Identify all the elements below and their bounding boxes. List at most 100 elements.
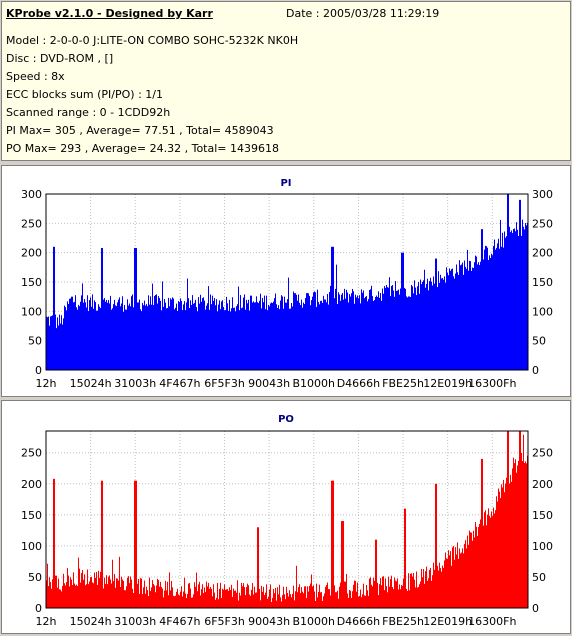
po-bar bbox=[495, 510, 496, 608]
po-bar bbox=[167, 581, 168, 608]
pi-bar bbox=[479, 265, 480, 370]
pi-bar bbox=[295, 293, 296, 370]
po-bar bbox=[245, 595, 246, 608]
pi-bar bbox=[401, 252, 402, 370]
pi-bar bbox=[286, 302, 287, 370]
pi-bar bbox=[421, 284, 422, 370]
po-bar bbox=[341, 521, 342, 608]
pi-bar bbox=[245, 309, 246, 370]
pi-bar bbox=[520, 199, 521, 370]
pi-bar bbox=[141, 311, 142, 370]
po-bar bbox=[177, 588, 178, 608]
po-bar bbox=[257, 527, 258, 608]
po-bar bbox=[61, 591, 62, 608]
pi-bar bbox=[322, 302, 323, 370]
pi-bar bbox=[433, 276, 434, 370]
po-bar bbox=[447, 558, 448, 608]
pi-bar bbox=[209, 309, 210, 370]
po-bar bbox=[470, 532, 471, 608]
po-bar bbox=[288, 596, 289, 608]
pi-bar bbox=[110, 295, 111, 370]
po-ytick-right: 200 bbox=[532, 478, 553, 491]
po-bar bbox=[129, 583, 130, 608]
po-bar bbox=[409, 590, 410, 608]
pi-bar bbox=[448, 275, 449, 370]
pi-bar bbox=[373, 301, 374, 370]
po-bar bbox=[234, 590, 235, 608]
po-bar bbox=[230, 590, 231, 608]
po-bar bbox=[397, 578, 398, 608]
pi-bar bbox=[321, 300, 322, 370]
po-bar bbox=[208, 582, 209, 608]
pi-bar bbox=[402, 252, 403, 370]
po-bar bbox=[365, 595, 366, 608]
po-bar bbox=[425, 571, 426, 608]
pi-bar bbox=[233, 307, 234, 370]
ecc-sum-line: ECC blocks sum (PI/PO) : 1/1 bbox=[6, 88, 163, 101]
pi-bar bbox=[231, 308, 232, 370]
pi-bar bbox=[456, 264, 457, 370]
po-bar bbox=[395, 580, 396, 608]
po-bar bbox=[405, 508, 406, 608]
pi-bar bbox=[381, 300, 382, 370]
pi-bar bbox=[269, 306, 270, 370]
po-bar bbox=[128, 576, 129, 608]
pi-bar bbox=[474, 262, 475, 370]
pi-bar bbox=[86, 307, 87, 370]
po-bar bbox=[214, 592, 215, 608]
pi-bar bbox=[67, 301, 68, 370]
pi-bar bbox=[408, 296, 409, 370]
pi-bar bbox=[129, 303, 130, 370]
po-bar bbox=[414, 579, 415, 608]
po-ytick-right: 0 bbox=[532, 602, 539, 615]
pi-bar bbox=[271, 302, 272, 370]
pi-bar bbox=[170, 298, 171, 370]
pi-bar bbox=[152, 283, 153, 370]
pi-bar bbox=[102, 247, 103, 370]
pi-bar bbox=[151, 304, 152, 370]
po-bar bbox=[317, 597, 318, 608]
po-bar bbox=[362, 594, 363, 608]
po-bar bbox=[143, 587, 144, 608]
pi-bar bbox=[108, 299, 109, 370]
po-bar bbox=[387, 592, 388, 608]
pi-bar bbox=[189, 308, 190, 370]
po-bar bbox=[269, 589, 270, 608]
po-bar bbox=[63, 573, 64, 608]
po-bar bbox=[353, 584, 354, 608]
pi-bar bbox=[208, 286, 209, 370]
po-bar bbox=[58, 578, 59, 608]
pi-bar bbox=[66, 310, 67, 370]
pi-bar bbox=[378, 291, 379, 370]
pi-bar bbox=[97, 310, 98, 370]
pi-bar bbox=[50, 316, 51, 370]
pi-bar bbox=[88, 311, 89, 370]
po-plot-border bbox=[45, 430, 529, 609]
po-bar bbox=[344, 581, 345, 608]
po-bar bbox=[96, 571, 97, 608]
po-bar bbox=[181, 586, 182, 608]
pi-bar bbox=[159, 298, 160, 370]
po-bar bbox=[289, 590, 290, 608]
pi-bar bbox=[72, 296, 73, 370]
pi-bar bbox=[215, 305, 216, 370]
pi-bar bbox=[298, 294, 299, 370]
po-bar bbox=[190, 588, 191, 608]
pi-bar bbox=[526, 225, 527, 370]
po-bar bbox=[295, 591, 296, 608]
pi-bar bbox=[435, 258, 436, 370]
pi-bar bbox=[105, 301, 106, 370]
pi-bar bbox=[272, 303, 273, 370]
po-bar bbox=[482, 458, 483, 608]
po-bar bbox=[477, 535, 478, 608]
disc-line: Disc : DVD-ROM , [] bbox=[6, 52, 114, 65]
po-bar bbox=[155, 592, 156, 608]
info-panel: KProbe v2.1.0 - Designed by Karr Date : … bbox=[1, 1, 571, 161]
pi-bar bbox=[439, 282, 440, 370]
pi-bar bbox=[349, 294, 350, 370]
po-bar bbox=[491, 511, 492, 608]
pi-bar bbox=[68, 304, 69, 370]
po-bar bbox=[382, 576, 383, 608]
po-bar bbox=[310, 583, 311, 608]
po-bar bbox=[403, 578, 404, 608]
